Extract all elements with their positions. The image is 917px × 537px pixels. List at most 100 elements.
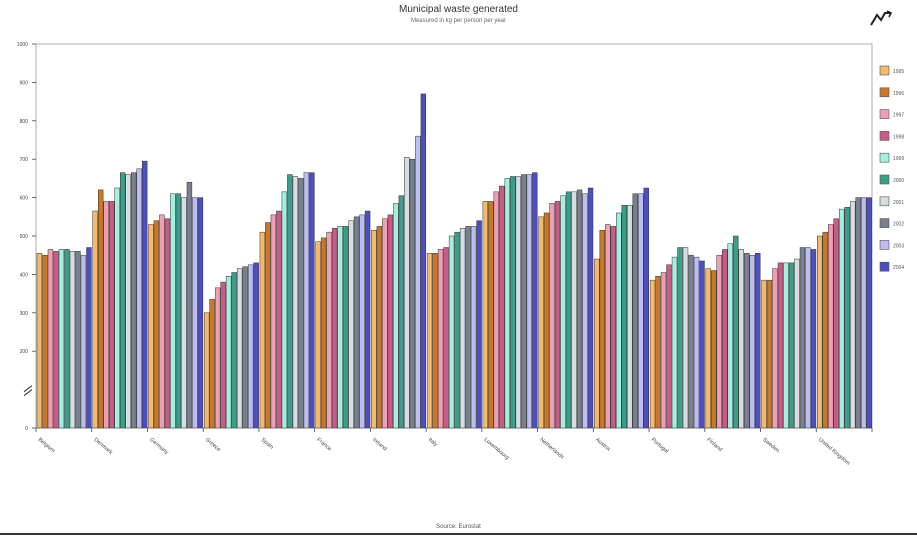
bar [554,201,561,429]
bar [538,216,544,429]
x-tick-label: Austria [594,437,612,453]
bar [253,262,259,429]
bar [810,249,817,429]
bar [738,249,744,429]
bar [387,214,394,429]
bar [86,247,92,429]
bar [136,168,142,429]
bar [839,208,845,429]
bar [53,251,59,429]
y-tick-label: 700 [20,157,29,163]
legend-label: 1997 [893,113,904,119]
bar [231,272,237,429]
bar [722,249,728,429]
bar [510,176,516,429]
legend-swatch [879,152,890,163]
bar [805,247,811,429]
bar [364,210,371,429]
bar [705,268,711,429]
bar [69,251,76,429]
legend-label: 1998 [893,134,904,140]
bar [526,174,533,429]
bar [828,224,834,429]
bar [693,256,700,429]
bar [209,299,215,429]
bar [437,249,444,429]
bar [103,201,109,429]
bar [393,203,399,429]
bar [130,172,137,429]
bar [159,214,165,429]
bar [761,279,767,429]
legend-swatch [879,87,890,98]
bar [671,256,678,429]
bar [744,253,750,429]
bar [359,214,365,429]
x-tick-label: France [315,437,332,453]
bar [186,181,193,429]
bar [353,216,360,429]
bar [181,197,187,429]
bar [532,172,538,429]
bar [711,270,717,429]
y-tick-label: 200 [20,349,29,355]
bar [270,214,277,429]
legend-swatch [879,240,890,250]
bar [281,191,288,429]
bar [476,220,482,429]
y-tick-label: 900 [20,80,29,86]
x-tick-label: Belgium [37,437,56,455]
bar [599,229,605,429]
bar [64,249,70,429]
bar [594,258,600,429]
bar [80,254,87,429]
legend-swatch [879,218,890,228]
bar [638,193,644,429]
bar [203,312,210,429]
bar [292,176,299,429]
chart-export-icon[interactable] [870,10,892,26]
y-tick-label: 400 [20,272,29,278]
bar [420,93,427,429]
bar [565,191,572,429]
bar [454,231,460,429]
bar [749,254,755,429]
bar [443,247,449,429]
x-tick-label: Finland [706,437,724,453]
bar [47,249,54,429]
legend-label: 1999 [893,156,904,162]
bar [688,254,694,429]
y-tick-label: 1000 [17,42,28,48]
bar [699,260,705,429]
legend-label: 2003 [893,243,904,249]
bar [783,262,789,429]
bar [242,266,248,429]
bar [571,191,577,429]
bar [833,218,839,429]
bar [398,195,405,429]
bar [298,178,304,429]
bar [576,189,583,429]
bar [170,193,176,429]
x-tick-label: Sweden [761,437,780,454]
bottom-divider [0,533,917,535]
bar [788,262,795,429]
x-tick-label: Spain [260,437,275,451]
bar [682,247,689,429]
bar [58,249,65,429]
bar [543,212,550,429]
bar [627,205,633,429]
x-tick-label: Ireland [371,437,388,452]
bar [404,157,410,429]
bar [371,229,377,429]
bar [727,243,733,429]
legend-label: 2002 [893,222,904,228]
legend-label: 2001 [893,200,904,206]
bar [409,158,416,429]
bar [850,201,856,429]
bar [459,228,466,429]
bar [148,224,154,429]
bar [632,193,638,429]
y-tick-label: 0 [25,426,28,432]
bar [766,279,773,429]
